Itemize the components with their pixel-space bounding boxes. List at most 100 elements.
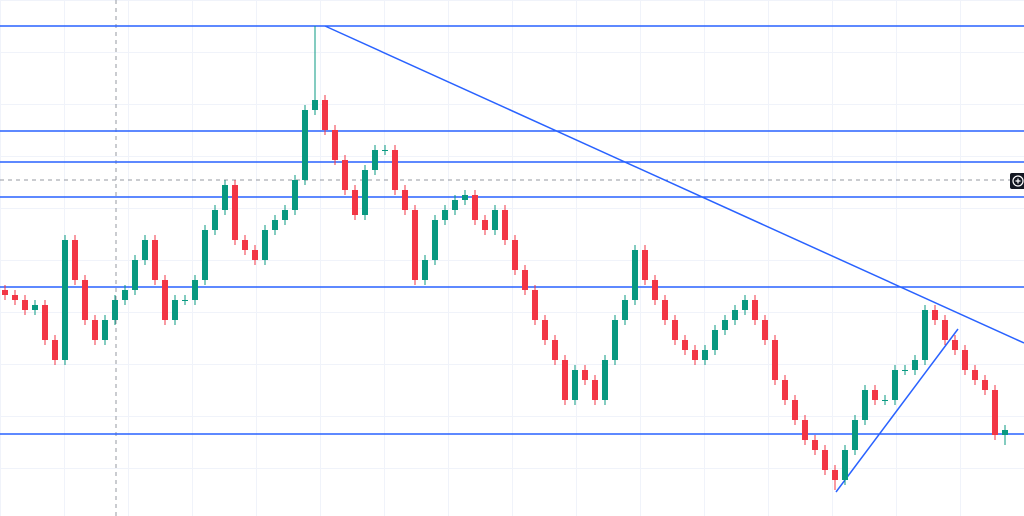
candle-body [722, 320, 728, 330]
candle-body [782, 380, 788, 400]
candle-body [872, 390, 878, 400]
candle-body [142, 240, 148, 260]
candle-body [512, 240, 518, 270]
candle-body [172, 300, 178, 320]
candle-body [442, 210, 448, 220]
candle-body [92, 320, 98, 340]
add-button[interactable] [1010, 173, 1024, 189]
candle-body [462, 195, 468, 200]
trend-line [835, 328, 959, 493]
candle-body [632, 250, 638, 300]
candle-body [932, 310, 938, 320]
candle-body [382, 150, 388, 151]
candle-body [892, 370, 898, 400]
candle-body [752, 300, 758, 320]
candle-body [502, 210, 508, 240]
candle-body [2, 290, 8, 295]
candle-body [222, 185, 228, 210]
add-icon[interactable] [1012, 175, 1024, 187]
candle-body [22, 300, 28, 310]
candle-body [372, 150, 378, 170]
candle-body [302, 110, 308, 180]
add-icon-plus[interactable] [1015, 178, 1021, 184]
candle-body [162, 280, 168, 320]
candle-body [112, 300, 118, 320]
candle-body [342, 160, 348, 190]
candle-body [852, 420, 858, 450]
candle-body [322, 100, 328, 130]
candle-body [282, 210, 288, 220]
candle-body [812, 440, 818, 450]
candle-body [102, 320, 108, 340]
candle-body [272, 220, 278, 230]
candle-body [622, 300, 628, 320]
candle-body [712, 330, 718, 350]
candle-body [1002, 430, 1008, 435]
candle-body [592, 380, 598, 400]
candle-body [562, 360, 568, 400]
candle-body [212, 210, 218, 230]
candle-body [332, 130, 338, 160]
candle-body [362, 170, 368, 215]
candle-body [262, 230, 268, 260]
candle-body [432, 220, 438, 260]
candle-body [492, 210, 498, 230]
candle-body [972, 370, 978, 380]
candle-body [982, 380, 988, 390]
trend-line [324, 25, 1024, 344]
candle-body [232, 185, 238, 240]
candle-body [352, 190, 358, 215]
candle-body [522, 270, 528, 290]
candle-body [472, 195, 478, 220]
candle-body [882, 400, 888, 401]
candle-body [202, 230, 208, 280]
candle-body [572, 370, 578, 400]
candle-body [52, 340, 58, 360]
candle-body [452, 200, 458, 210]
candle-body [552, 340, 558, 360]
candle-body [252, 250, 258, 260]
candle-body [192, 280, 198, 300]
candle-body [122, 290, 128, 300]
candle-body [582, 370, 588, 380]
marks [0, 25, 1024, 493]
candle-body [62, 240, 68, 360]
candle-body [842, 450, 848, 480]
candle-body [602, 360, 608, 400]
candle-body [312, 100, 318, 110]
candle-body [42, 305, 48, 340]
candle-body [242, 240, 248, 250]
candle-body [402, 190, 408, 210]
candle-body [152, 240, 158, 280]
candle-body [672, 320, 678, 340]
candle-body [482, 220, 488, 230]
candle-body [762, 320, 768, 340]
candle-body [412, 210, 418, 280]
candle-body [532, 290, 538, 320]
candle-body [652, 280, 658, 300]
candle-body [792, 400, 798, 420]
candle-body [12, 295, 18, 300]
candle-body [132, 260, 138, 290]
candle-body [732, 310, 738, 320]
candle-body [822, 450, 828, 470]
candle-body [292, 180, 298, 210]
candle-body [422, 260, 428, 280]
candle-body [772, 340, 778, 380]
candle-body [862, 390, 868, 420]
candle-body [992, 390, 998, 435]
candle-body [832, 470, 838, 480]
candle-body [72, 240, 78, 280]
candle-body [912, 360, 918, 370]
candle-body [902, 370, 908, 371]
candle-body [952, 340, 958, 350]
candle-body [922, 310, 928, 360]
candle-body [692, 350, 698, 360]
candle-body [182, 300, 188, 301]
candle-body [802, 420, 808, 440]
candle-body [962, 350, 968, 370]
candle-body [742, 300, 748, 310]
candle-body [612, 320, 618, 360]
